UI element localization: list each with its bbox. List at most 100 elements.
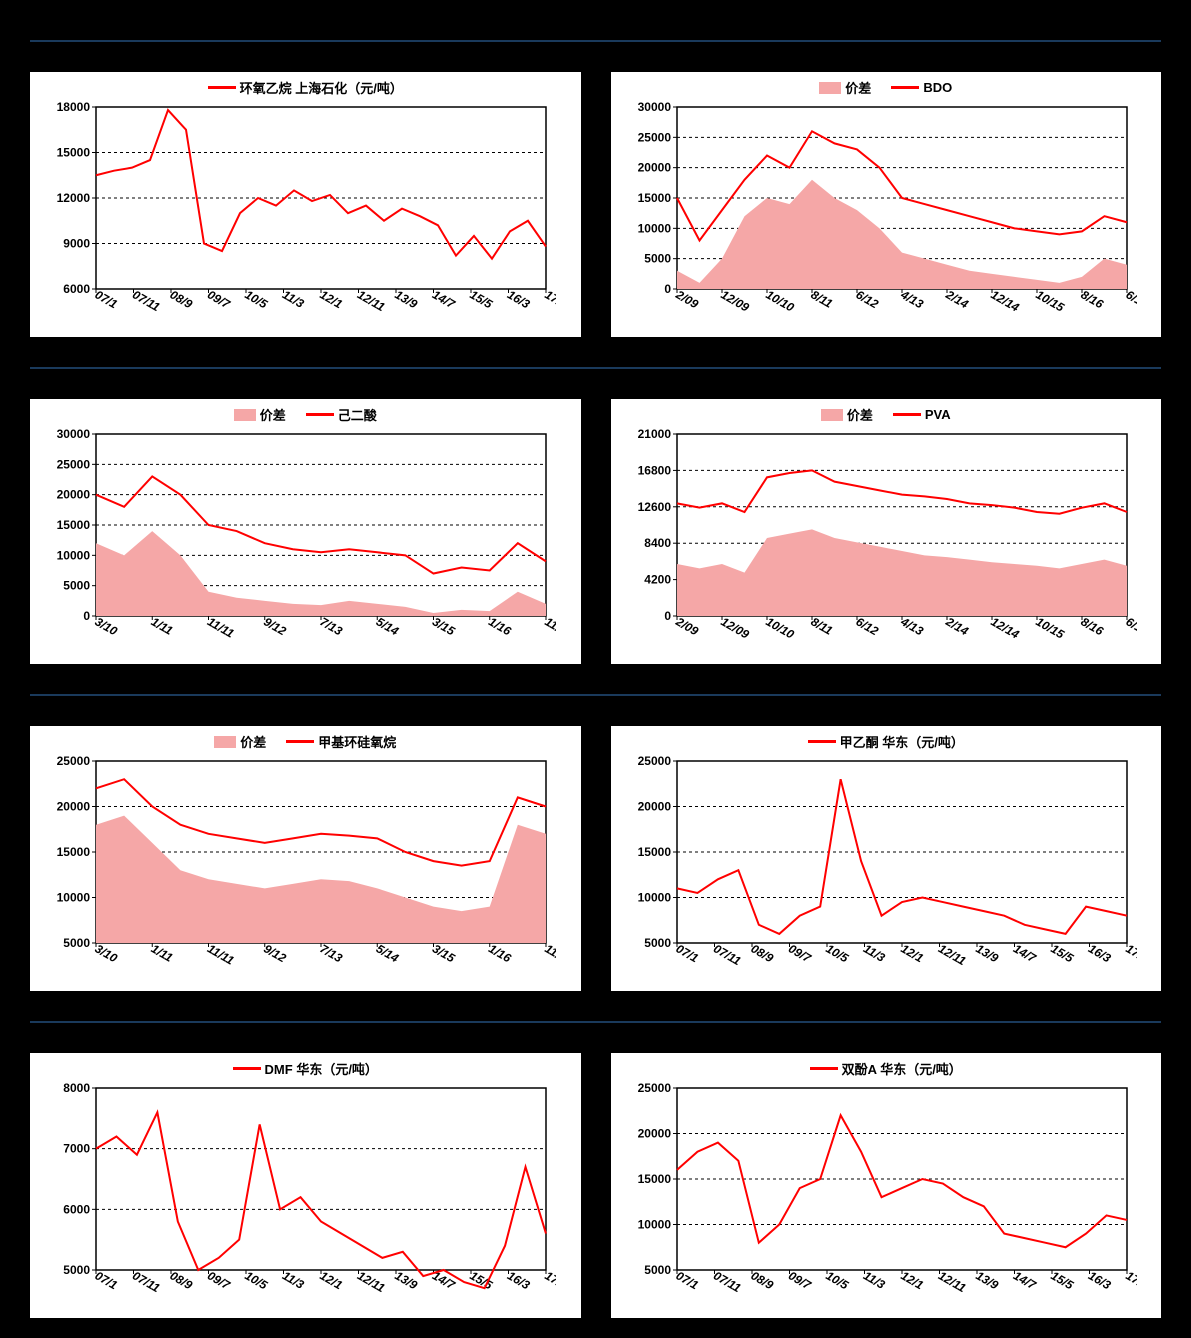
svg-text:5000: 5000 xyxy=(644,1263,671,1277)
legend-swatch-line xyxy=(233,1067,261,1070)
legend-item: 价差 xyxy=(214,732,266,751)
svg-text:9/12: 9/12 xyxy=(261,941,289,965)
svg-text:15000: 15000 xyxy=(637,191,671,205)
legend-item: DMF 华东（元/吨） xyxy=(233,1059,378,1078)
svg-text:10/15: 10/15 xyxy=(1033,287,1066,314)
svg-text:07/1: 07/1 xyxy=(93,287,121,311)
svg-text:8/16: 8/16 xyxy=(1078,614,1106,638)
legend: 环氧乙烷 上海石化（元/吨） xyxy=(36,78,575,97)
legend-swatch-area xyxy=(214,736,236,748)
legend-swatch-line xyxy=(808,740,836,743)
chart-grid: 环氧乙烷 上海石化（元/吨）6000900012000150001800007/… xyxy=(0,0,1191,1338)
svg-text:12/11: 12/11 xyxy=(355,287,388,314)
legend-item: BDO xyxy=(891,78,952,97)
svg-text:15000: 15000 xyxy=(637,1172,671,1186)
chart-svg: 500060007000800007/107/1108/909/710/511/… xyxy=(36,1082,556,1312)
svg-text:7/13: 7/13 xyxy=(318,941,346,965)
svg-text:08/9: 08/9 xyxy=(748,941,776,965)
svg-text:4200: 4200 xyxy=(644,573,671,587)
svg-text:18000: 18000 xyxy=(57,101,91,114)
legend-label: 价差 xyxy=(240,732,266,751)
svg-text:11/3: 11/3 xyxy=(861,1268,888,1292)
svg-text:3/15: 3/15 xyxy=(430,614,458,638)
svg-text:12/14: 12/14 xyxy=(988,614,1021,641)
svg-text:12000: 12000 xyxy=(57,191,91,205)
legend-swatch-line xyxy=(306,413,334,416)
legend-label: 价差 xyxy=(845,78,871,97)
chart-svg: 0420084001260016800210002/0912/0910/108/… xyxy=(617,428,1137,658)
svg-text:5000: 5000 xyxy=(63,1263,90,1277)
svg-text:8/11: 8/11 xyxy=(808,614,835,638)
svg-text:3/10: 3/10 xyxy=(93,941,121,965)
svg-text:15/5: 15/5 xyxy=(468,1268,496,1292)
legend: 价差 BDO xyxy=(617,78,1156,97)
svg-text:25000: 25000 xyxy=(637,130,671,144)
svg-text:16/3: 16/3 xyxy=(505,1268,533,1292)
svg-text:10000: 10000 xyxy=(637,1218,671,1232)
svg-text:6000: 6000 xyxy=(63,1202,90,1216)
legend-item: 价差 xyxy=(819,78,871,97)
svg-text:20000: 20000 xyxy=(637,800,671,814)
legend-label: 甲乙酮 华东（元/吨） xyxy=(840,732,964,751)
svg-text:7/13: 7/13 xyxy=(318,614,346,638)
svg-text:6/17: 6/17 xyxy=(1123,287,1137,311)
svg-text:12/1: 12/1 xyxy=(318,287,346,311)
svg-text:1/11: 1/11 xyxy=(149,941,176,965)
legend-item: 己二酸 xyxy=(306,405,377,424)
legend-item: 甲基环硅氧烷 xyxy=(286,732,396,751)
svg-text:6/12: 6/12 xyxy=(853,287,881,311)
svg-text:5000: 5000 xyxy=(644,252,671,266)
svg-text:11/11: 11/11 xyxy=(205,614,237,640)
svg-text:7000: 7000 xyxy=(63,1142,90,1156)
chart-svg: 50001000015000200002500007/107/1108/909/… xyxy=(617,1082,1137,1312)
svg-text:07/1: 07/1 xyxy=(93,1268,121,1292)
svg-text:15000: 15000 xyxy=(57,146,91,160)
svg-text:10/10: 10/10 xyxy=(763,614,796,641)
svg-text:09/7: 09/7 xyxy=(205,287,233,311)
svg-text:8400: 8400 xyxy=(644,536,671,550)
svg-text:10000: 10000 xyxy=(57,891,91,905)
svg-text:30000: 30000 xyxy=(57,428,91,441)
svg-text:12/11: 12/11 xyxy=(936,1268,969,1295)
legend-label: 双酚A 华东（元/吨） xyxy=(842,1059,962,1078)
svg-text:15/5: 15/5 xyxy=(1048,941,1076,965)
chart-svg: 0500010000150002000025000300002/0912/091… xyxy=(617,101,1137,331)
svg-text:10/5: 10/5 xyxy=(823,941,851,965)
svg-text:1/16: 1/16 xyxy=(486,941,514,965)
legend-swatch-area xyxy=(819,82,841,94)
svg-text:15000: 15000 xyxy=(637,845,671,859)
svg-text:11/11: 11/11 xyxy=(205,941,237,967)
svg-text:15/5: 15/5 xyxy=(468,287,496,311)
svg-text:07/11: 07/11 xyxy=(130,1268,163,1295)
svg-text:11/3: 11/3 xyxy=(280,287,307,311)
svg-text:5/14: 5/14 xyxy=(374,941,402,965)
svg-text:11/3: 11/3 xyxy=(861,941,888,965)
legend: 价差己二酸 xyxy=(36,405,575,424)
svg-text:25000: 25000 xyxy=(637,1082,671,1095)
chart-adipic: 价差己二酸0500010000150002000025000300003/101… xyxy=(30,399,581,664)
svg-text:12600: 12600 xyxy=(637,500,671,514)
svg-text:16/3: 16/3 xyxy=(1086,1268,1114,1292)
svg-text:8000: 8000 xyxy=(63,1082,90,1095)
legend-item: 双酚A 华东（元/吨） xyxy=(810,1059,962,1078)
chart-eo_shanghai: 环氧乙烷 上海石化（元/吨）6000900012000150001800007/… xyxy=(30,72,581,337)
svg-text:14/7: 14/7 xyxy=(1011,1268,1039,1292)
svg-text:08/9: 08/9 xyxy=(748,1268,776,1292)
legend-item: PVA xyxy=(893,405,951,424)
legend: 甲乙酮 华东（元/吨） xyxy=(617,732,1156,751)
svg-text:12/11: 12/11 xyxy=(936,941,969,968)
svg-text:25000: 25000 xyxy=(637,755,671,768)
legend-label: 价差 xyxy=(847,405,873,424)
legend-swatch-area xyxy=(821,409,843,421)
svg-text:10/15: 10/15 xyxy=(1033,614,1066,641)
chart-dmf: DMF 华东（元/吨）500060007000800007/107/1108/9… xyxy=(30,1053,581,1318)
section-separator xyxy=(30,367,1161,369)
svg-text:12/14: 12/14 xyxy=(988,287,1021,314)
chart-dmc: 价差甲基环硅氧烷5000100001500020000250003/101/11… xyxy=(30,726,581,991)
svg-text:16/3: 16/3 xyxy=(1086,941,1114,965)
svg-text:12/09: 12/09 xyxy=(718,287,751,314)
section-separator xyxy=(30,40,1161,42)
svg-text:09/7: 09/7 xyxy=(786,1268,814,1292)
svg-text:10000: 10000 xyxy=(637,891,671,905)
legend: 价差 PVA xyxy=(617,405,1156,424)
